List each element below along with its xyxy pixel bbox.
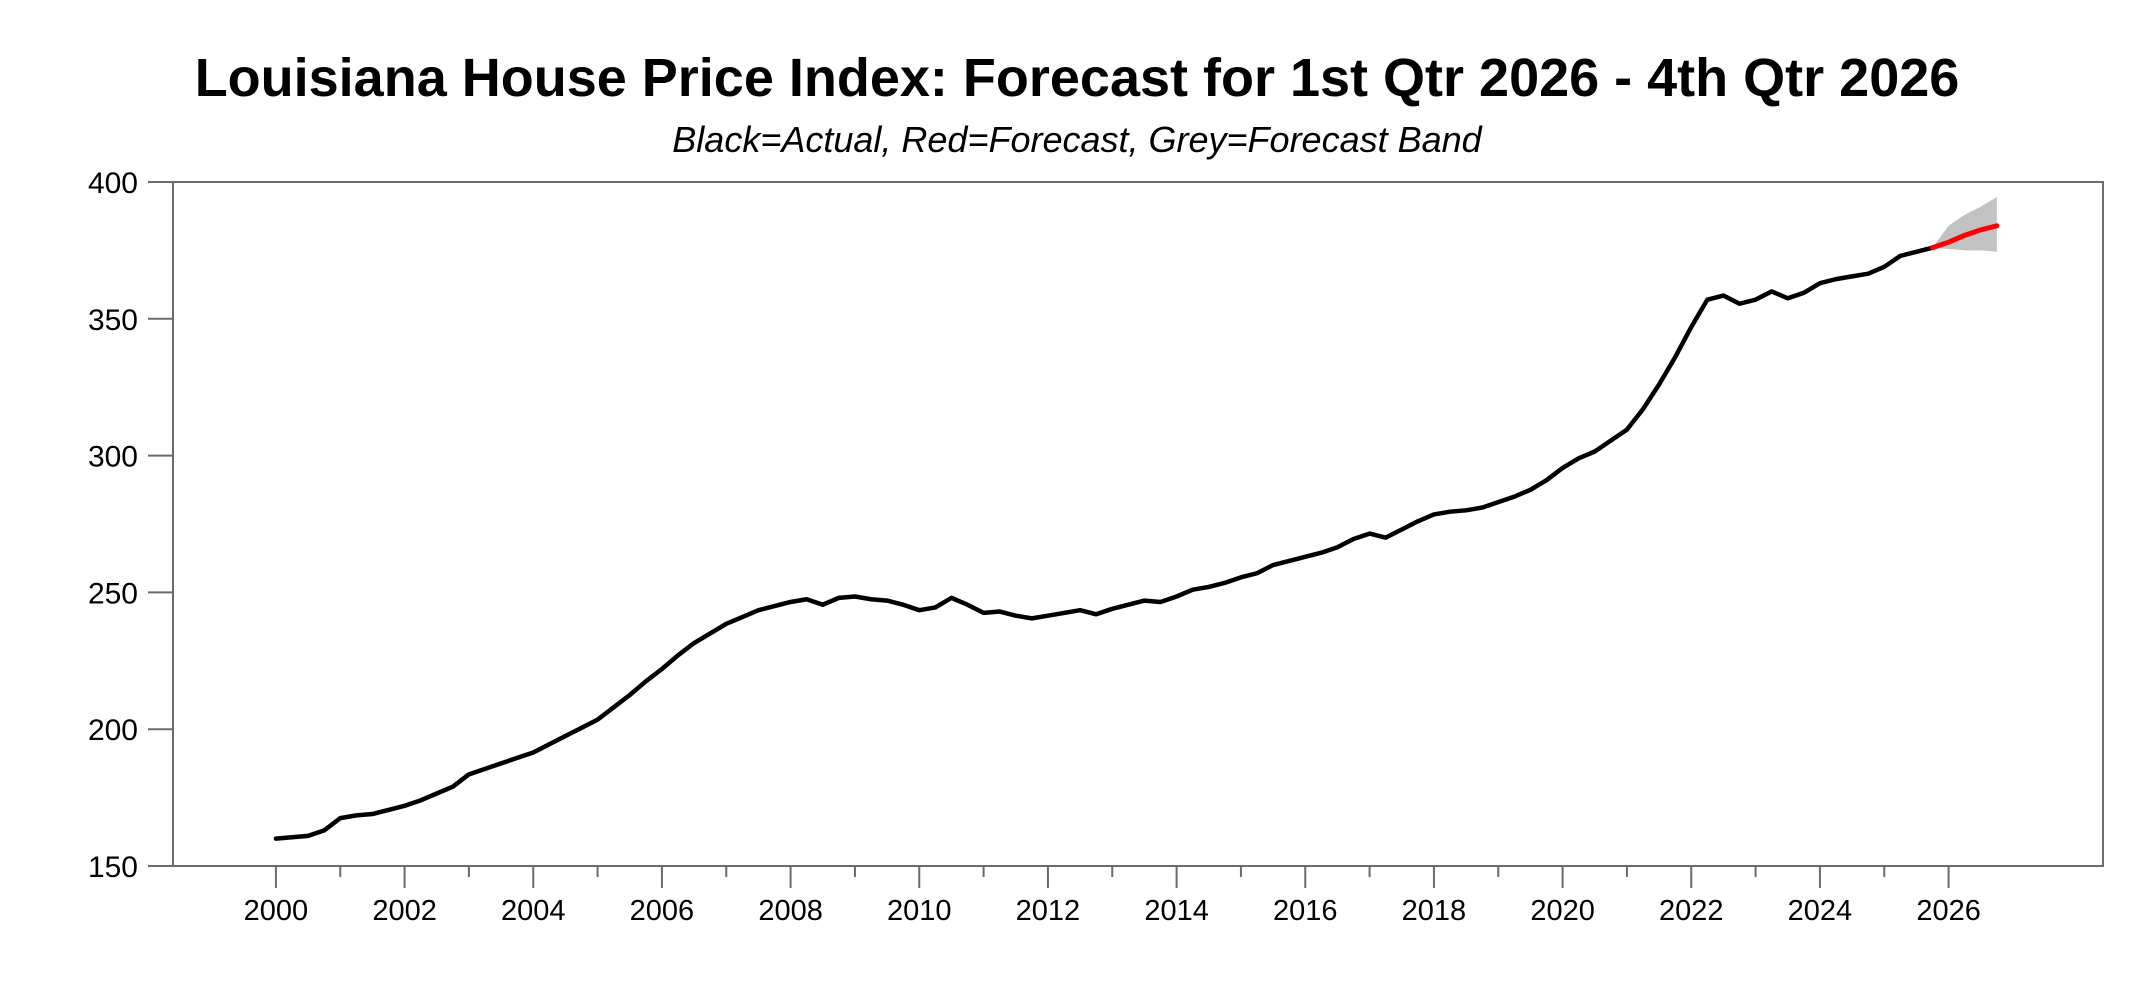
y-axis-tick-label: 300 [88, 441, 138, 474]
y-axis-tick-label: 350 [88, 304, 138, 337]
y-axis-tick-label: 250 [88, 577, 138, 610]
plot-frame [172, 181, 2104, 867]
x-axis-tick-label: 2022 [1659, 895, 1724, 927]
x-axis-tick-label: 2008 [758, 895, 823, 927]
chart-title: Louisiana House Price Index: Forecast fo… [195, 48, 1960, 108]
x-axis-tick-label: 2012 [1016, 895, 1081, 927]
x-axis-tick-label: 2026 [1916, 895, 1981, 927]
forecast-series-line [1930, 223, 2000, 251]
x-axis-tick-label: 2014 [1144, 895, 1209, 927]
y-axis-tick-label: 200 [88, 714, 138, 747]
x-axis-tick-label: 2000 [244, 895, 309, 927]
actual-series-line [273, 245, 1935, 841]
x-axis-tick-label: 2010 [887, 895, 952, 927]
x-axis-tick-label: 2016 [1273, 895, 1338, 927]
x-axis-tick-label: 2024 [1788, 895, 1853, 927]
plot-area: 150 200 250 300 350 400 2000 2002 2004 2006 2008 20… [88, 167, 2104, 927]
x-axis-tick-label: 2002 [372, 895, 437, 927]
x-axis-tick-label: 2018 [1402, 895, 1467, 927]
chart-subtitle: Black=Actual, Red=Forecast, Grey=Forecas… [672, 119, 1482, 160]
y-axis-tick-label: 150 [88, 851, 138, 884]
forecast-band [1932, 197, 1997, 252]
x-axis-tick-label: 2006 [630, 895, 695, 927]
x-axis-tick-label: 2020 [1530, 895, 1595, 927]
x-axis-tick-label: 2004 [501, 895, 566, 927]
y-axis-tick-label: 400 [88, 167, 138, 200]
